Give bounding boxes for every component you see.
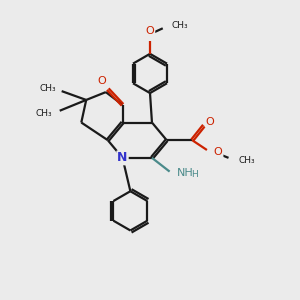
- Text: CH₃: CH₃: [172, 21, 188, 30]
- Text: NH: NH: [176, 168, 193, 178]
- Text: H: H: [191, 170, 198, 179]
- Text: O: O: [214, 147, 223, 157]
- Text: CH₃: CH₃: [36, 109, 52, 118]
- Text: N: N: [117, 152, 128, 164]
- Text: O: O: [206, 116, 214, 127]
- Text: CH₃: CH₃: [40, 84, 56, 93]
- Text: O: O: [146, 26, 154, 36]
- Text: CH₃: CH₃: [238, 156, 255, 165]
- Text: O: O: [98, 76, 106, 86]
